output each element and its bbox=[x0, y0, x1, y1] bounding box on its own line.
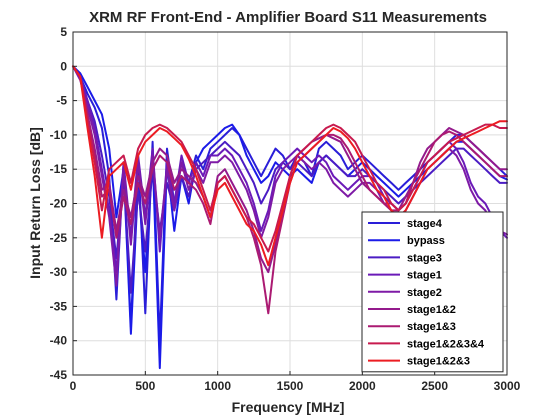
x-tick-label: 2500 bbox=[421, 379, 448, 393]
legend-label: stage1&2 bbox=[407, 304, 456, 316]
y-tick-label: -15 bbox=[50, 162, 68, 176]
y-axis-ticks: 5 0 -5 -10 -15 -20 -25 -30 -35 -40 -45 bbox=[50, 25, 77, 382]
legend: stage4 bypass stage3 stage1 stage2 stage1&2 st… bbox=[361, 211, 504, 373]
legend-label: stage1&3 bbox=[407, 321, 456, 333]
legend-label: stage2 bbox=[407, 287, 442, 299]
legend-label: stage1&2&3 bbox=[407, 356, 470, 368]
y-tick-label: -40 bbox=[50, 334, 68, 348]
y-tick-label: -35 bbox=[50, 299, 68, 313]
y-tick-label: 5 bbox=[60, 25, 67, 39]
x-tick-label: 3000 bbox=[494, 379, 521, 393]
x-tick-label: 1000 bbox=[204, 379, 231, 393]
y-axis-label: Input Return Loss [dB] bbox=[27, 127, 43, 279]
y-tick-label: 0 bbox=[60, 59, 67, 73]
y-tick-label: -20 bbox=[50, 197, 68, 211]
y-tick-label: -10 bbox=[50, 128, 68, 142]
x-tick-label: 1500 bbox=[277, 379, 304, 393]
series-line-stage1-and-2-and-3-and-4 bbox=[72, 65, 508, 253]
x-axis-ticks: 0 500 1000 1500 2000 2500 3000 bbox=[70, 371, 521, 393]
series-line-stage1-and-2-and-3 bbox=[72, 65, 508, 267]
legend-label: stage4 bbox=[407, 218, 443, 230]
x-tick-label: 2000 bbox=[349, 379, 376, 393]
legend-label: stage1&2&3&4 bbox=[407, 338, 485, 350]
legend-label: stage3 bbox=[407, 252, 442, 264]
legend-label: bypass bbox=[407, 235, 445, 247]
x-tick-label: 0 bbox=[70, 379, 77, 393]
series-layer bbox=[72, 65, 508, 370]
y-tick-label: -30 bbox=[50, 265, 68, 279]
y-tick-label: -25 bbox=[50, 231, 68, 245]
x-axis-label: Frequency [MHz] bbox=[232, 399, 345, 415]
series-line-stage3 bbox=[72, 65, 508, 294]
y-tick-label: -45 bbox=[50, 368, 68, 382]
chart-title: XRM RF Front-End - Amplifier Board S11 M… bbox=[89, 9, 487, 26]
y-tick-label: -5 bbox=[56, 94, 67, 108]
legend-label: stage1 bbox=[407, 270, 442, 282]
x-tick-label: 500 bbox=[135, 379, 155, 393]
